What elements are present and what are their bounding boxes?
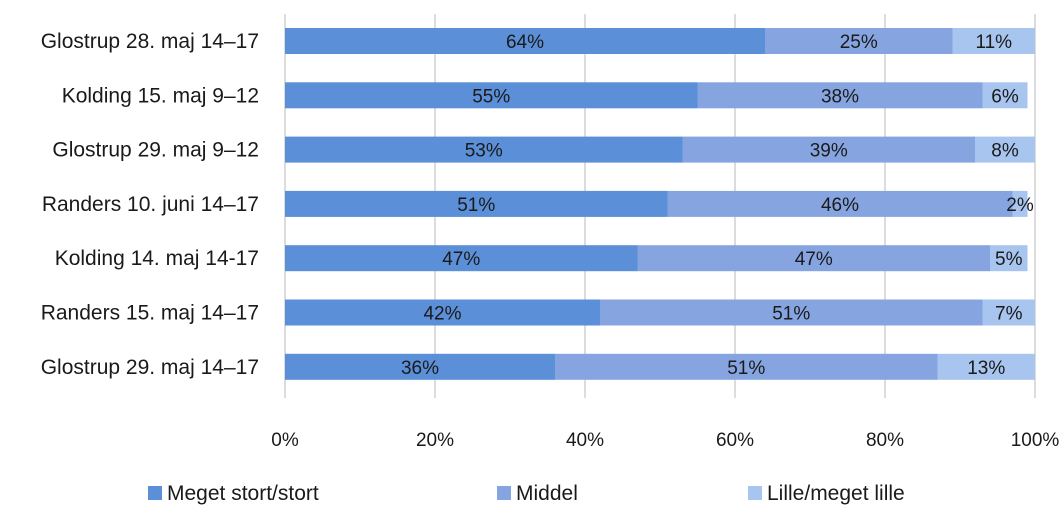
bar-segment bbox=[982, 82, 1028, 109]
bar-segment bbox=[285, 353, 555, 380]
data-label: 47% bbox=[795, 249, 833, 270]
category-label: Glostrup 29. maj 9–12 bbox=[52, 139, 259, 162]
data-label: 11% bbox=[975, 32, 1012, 53]
bar-segment bbox=[285, 299, 600, 326]
legend-swatch bbox=[497, 486, 511, 500]
legend-label: Middel bbox=[516, 482, 578, 505]
data-label: 13% bbox=[967, 358, 1005, 379]
data-label: 55% bbox=[472, 86, 510, 107]
legend: Meget stort/stort Middel Lille/meget lille bbox=[148, 482, 905, 505]
bar-segment bbox=[982, 299, 1035, 326]
data-label: 8% bbox=[991, 141, 1019, 162]
data-label: 42% bbox=[423, 304, 461, 325]
x-tick-label: 100% bbox=[1011, 430, 1060, 451]
legend-label: Meget stort/stort bbox=[167, 482, 319, 505]
x-tick-label: 60% bbox=[716, 430, 754, 451]
data-label: 38% bbox=[821, 86, 859, 107]
category-label: Kolding 15. maj 9–12 bbox=[62, 84, 259, 107]
data-label: 39% bbox=[810, 141, 848, 162]
category-label: Kolding 14. maj 14-17 bbox=[55, 247, 259, 270]
data-label: 53% bbox=[465, 141, 503, 162]
bar-segment bbox=[285, 136, 683, 163]
bar-marks: 64% 25% 11% 55% 38% 6% 53% 39% 8% 51% 46% 2% 47% 47% 5… bbox=[285, 28, 1035, 380]
data-label: 7% bbox=[995, 304, 1023, 325]
bar-segment bbox=[697, 82, 983, 109]
legend-label: Lille/meget lille bbox=[767, 482, 905, 505]
data-label: 5% bbox=[995, 249, 1023, 270]
category-label: Glostrup 29. maj 14–17 bbox=[41, 356, 259, 379]
bar-segment bbox=[990, 245, 1028, 272]
category-label: Glostrup 28. maj 14–17 bbox=[41, 30, 259, 53]
bar-segment bbox=[937, 353, 1035, 380]
data-label: 6% bbox=[991, 86, 1019, 107]
bar-segment bbox=[1012, 190, 1028, 217]
bar-segment bbox=[975, 136, 1035, 163]
x-tick-label: 20% bbox=[416, 430, 454, 451]
x-tick-label: 40% bbox=[566, 430, 604, 451]
data-label: 51% bbox=[457, 195, 495, 216]
bar-segment bbox=[667, 190, 1013, 217]
category-labels: Glostrup 28. maj 14–17 Kolding 15. maj 9–… bbox=[41, 30, 259, 379]
x-tick-labels: 0% 20% 40% 60% 80% 100% bbox=[271, 430, 1059, 451]
x-tick-label: 0% bbox=[271, 430, 299, 451]
data-label: 2% bbox=[1006, 195, 1034, 216]
bar-segment bbox=[285, 245, 638, 272]
bar-segment bbox=[600, 299, 983, 326]
bar-segment bbox=[682, 136, 975, 163]
legend-swatch bbox=[148, 486, 162, 500]
category-label: Randers 15. maj 14–17 bbox=[41, 302, 259, 325]
bar-segment bbox=[555, 353, 938, 380]
data-label: 51% bbox=[727, 358, 765, 379]
legend-swatch bbox=[748, 486, 762, 500]
data-label: 36% bbox=[401, 358, 439, 379]
data-label: 64% bbox=[506, 32, 544, 53]
bar-segment bbox=[285, 190, 668, 217]
bar-segment bbox=[765, 28, 953, 54]
data-label: 51% bbox=[772, 304, 810, 325]
bar-segment bbox=[285, 82, 698, 109]
bar-segment bbox=[637, 245, 990, 272]
bar-segment bbox=[952, 28, 1035, 54]
data-label: 46% bbox=[821, 195, 859, 216]
x-tick-label: 80% bbox=[866, 430, 904, 451]
bar-segment bbox=[285, 28, 765, 54]
data-label: 47% bbox=[442, 249, 480, 270]
category-label: Randers 10. juni 14–17 bbox=[42, 193, 259, 216]
data-label: 25% bbox=[840, 32, 878, 53]
